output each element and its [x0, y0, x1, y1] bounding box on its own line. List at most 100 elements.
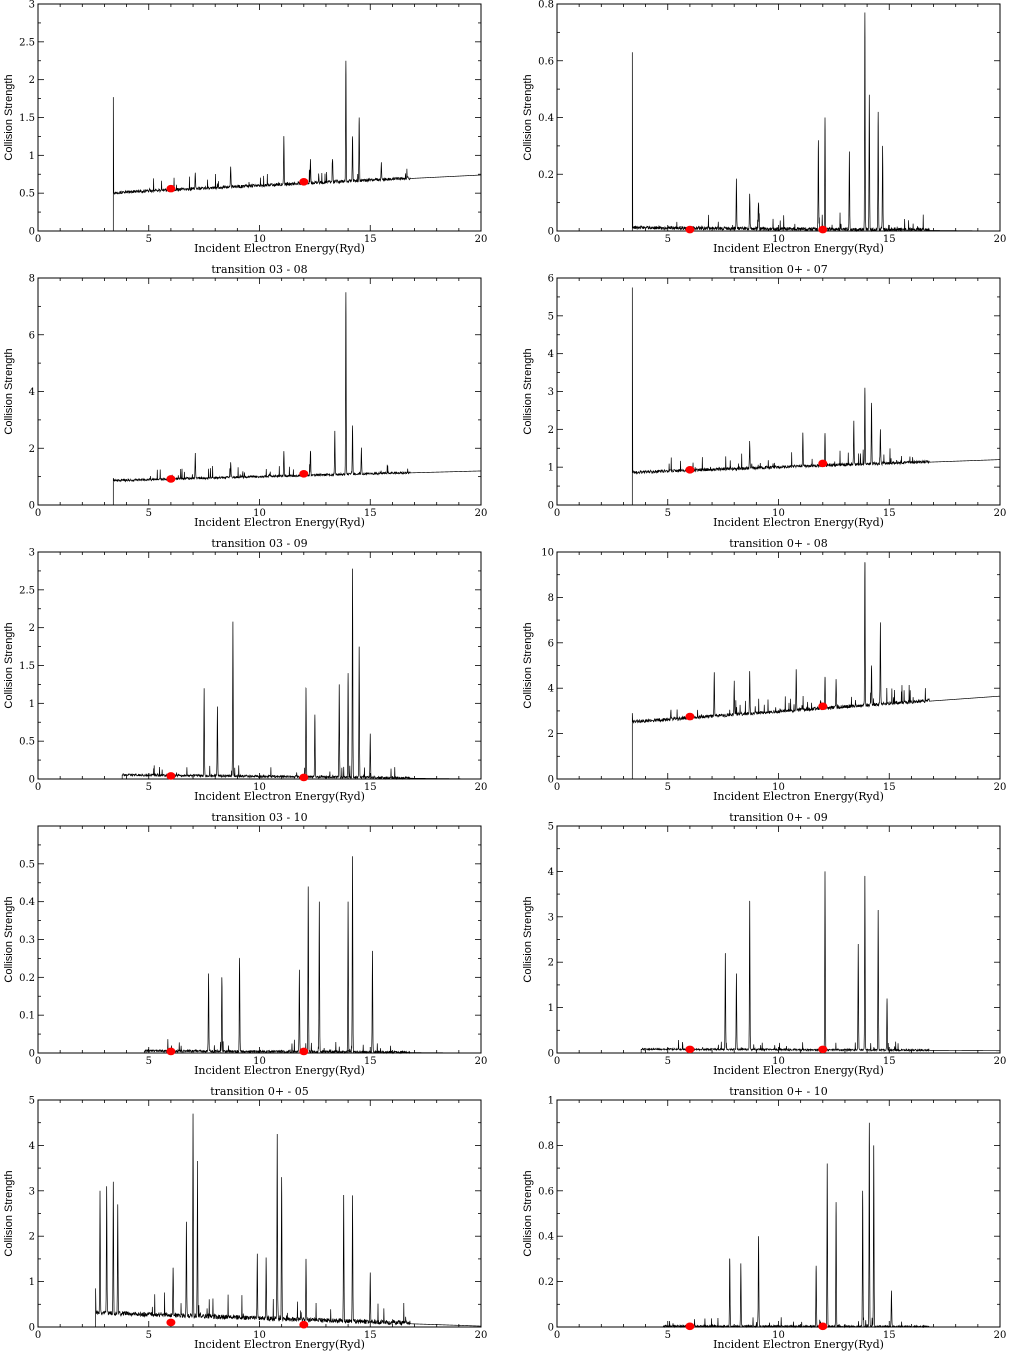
- x-tick-label: 10: [253, 1056, 266, 1067]
- plot-frame: [556, 277, 1001, 506]
- y-tick-label: 0: [29, 1323, 35, 1334]
- y-axis-label: Collision Strength: [3, 1170, 15, 1256]
- x-axis-label: Incident Electron Energy(Ryd): [713, 790, 884, 803]
- x-axis-label: Incident Electron Energy(Ryd): [713, 1338, 884, 1351]
- y-tick-label: 2: [29, 444, 35, 455]
- chart-title: transition 03 - 09: [211, 537, 307, 550]
- y-tick-label: 0.5: [19, 189, 35, 200]
- y-tick-label: 1: [548, 463, 554, 474]
- y-tick-label: 8: [548, 593, 554, 604]
- y-tick-label: 5: [548, 822, 554, 833]
- x-tick-label: 5: [665, 1330, 671, 1341]
- red-data-point: [299, 178, 309, 186]
- x-tick-label: 5: [146, 1056, 152, 1067]
- x-tick-label: 10: [253, 234, 266, 245]
- x-tick-label: 20: [475, 1330, 488, 1341]
- chart-svg: transition 0+ - 06 0 5 10 15 20 0 0.2 0.4 0.6 0.8 I…: [522, 0, 1006, 255]
- x-tick-label: 20: [475, 1056, 488, 1067]
- x-tick-label: 10: [253, 1330, 266, 1341]
- y-tick-label: 0.6: [538, 1186, 554, 1197]
- y-tick-label: 0.4: [538, 113, 554, 124]
- chart-title: transition 0+ - 05: [210, 1085, 309, 1098]
- x-tick-label: 5: [146, 782, 152, 793]
- chart-title: transition 03 - 08: [211, 263, 307, 276]
- chart-svg: transition 03 - 10 0 5 10 15 20 0 0.1 0.2 0.3 0.4 0…: [3, 811, 488, 1077]
- y-tick-label: 0: [29, 1049, 35, 1060]
- y-tick-label: 0.3: [19, 935, 35, 946]
- red-data-point: [299, 773, 309, 782]
- x-tick-label: 10: [772, 1056, 785, 1067]
- y-tick-label: 2: [29, 1232, 35, 1243]
- y-tick-label: 2: [548, 425, 554, 436]
- chart-panel: transition 03 - 10 0 5 10 15 20 0 0.1 0.2 0.3 0.4 0…: [0, 811, 505, 1084]
- y-axis-label: Collision Strength: [3, 896, 15, 982]
- y-tick-label: 4: [29, 1141, 35, 1152]
- plot-frame: [37, 1099, 482, 1328]
- chart-svg: transition 0+ - 07 0 5 10 15 20 0 1 2 3 4 5 6 Inciden…: [522, 263, 1006, 529]
- chart-panel: transition 0+ - 06 0 5 10 15 20 0 0.2 0.4 0.6 0.8 I…: [519, 0, 1010, 262]
- y-tick-label: 0.4: [538, 1232, 554, 1243]
- red-data-point: [166, 184, 176, 193]
- red-data-point: [818, 1322, 828, 1331]
- y-axis-label: Collision Strength: [522, 622, 534, 708]
- y-tick-label: 0.1: [19, 1011, 35, 1022]
- red-data-point: [685, 1045, 695, 1054]
- x-tick-label: 5: [665, 782, 671, 793]
- y-tick-label: 0: [548, 775, 554, 786]
- y-tick-label: 5: [548, 311, 554, 322]
- x-tick-label: 5: [665, 1056, 671, 1067]
- x-tick-label: 20: [994, 782, 1007, 793]
- y-tick-label: 3: [29, 1186, 35, 1197]
- y-tick-label: 2: [29, 75, 35, 86]
- y-tick-label: 0.2: [19, 973, 35, 984]
- x-tick-label: 15: [883, 1056, 896, 1067]
- red-data-point: [166, 1047, 176, 1056]
- plot-frame: [37, 551, 482, 780]
- red-data-point: [818, 702, 828, 711]
- plot-frame: [37, 825, 482, 1054]
- chart-svg: transition 03 - 08 0 5 10 15 20 0 2 4 6 8 Incident …: [3, 263, 488, 529]
- chart-title: transition 0+ - 09: [729, 811, 828, 824]
- x-axis-label: Incident Electron Energy(Ryd): [194, 1064, 365, 1077]
- y-tick-label: 6: [548, 638, 554, 649]
- chart-title: transition 0+ - 10: [729, 1085, 828, 1098]
- x-tick-label: 20: [994, 1056, 1007, 1067]
- chart-panel: transition 0+ - 09 0 5 10 15 20 0 1 2 3 4 5 Incident…: [519, 811, 1010, 1084]
- collision-strength-series: [112, 292, 481, 505]
- y-tick-label: 4: [29, 387, 35, 398]
- collision-strength-series: [121, 568, 481, 781]
- x-tick-label: 0: [35, 1056, 41, 1067]
- y-tick-label: 0: [548, 1049, 554, 1060]
- chart-panel: transition 0+ - 08 0 5 10 15 20 0 2 4 6 8 10 Inciden…: [519, 537, 1010, 810]
- y-tick-label: 0.2: [538, 170, 554, 181]
- y-tick-label: 2: [548, 958, 554, 969]
- x-axis-label: Incident Electron Energy(Ryd): [713, 242, 884, 255]
- collision-strength-series: [662, 1122, 1000, 1329]
- y-tick-label: 0: [29, 501, 35, 512]
- red-data-point: [685, 1322, 695, 1331]
- y-tick-label: 0.5: [19, 737, 35, 748]
- y-tick-label: 6: [548, 274, 554, 285]
- collision-strength-series: [640, 871, 1000, 1053]
- x-tick-label: 15: [364, 782, 377, 793]
- x-tick-label: 10: [253, 508, 266, 519]
- x-tick-label: 15: [883, 508, 896, 519]
- x-tick-label: 20: [475, 234, 488, 245]
- x-tick-label: 0: [35, 508, 41, 519]
- y-tick-label: 2.5: [19, 37, 35, 48]
- y-tick-label: 3: [29, 548, 35, 559]
- x-tick-label: 20: [475, 508, 488, 519]
- y-tick-label: 1.5: [19, 113, 35, 124]
- x-tick-label: 10: [772, 234, 785, 245]
- y-tick-label: 1: [548, 1003, 554, 1014]
- x-axis-label: Incident Electron Energy(Ryd): [713, 516, 884, 529]
- y-tick-label: 2: [29, 623, 35, 634]
- y-tick-label: 2.5: [19, 585, 35, 596]
- chart-title: transition 0+ - 08: [729, 537, 828, 550]
- x-tick-label: 0: [35, 782, 41, 793]
- x-tick-label: 15: [364, 234, 377, 245]
- chart-svg: transition 03 - 07 0 5 10 15 20 0 0.5 1 1.5 2 2.5 3 I…: [3, 0, 488, 255]
- x-axis-label: Incident Electron Energy(Ryd): [194, 790, 365, 803]
- y-axis-label: Collision Strength: [3, 74, 15, 160]
